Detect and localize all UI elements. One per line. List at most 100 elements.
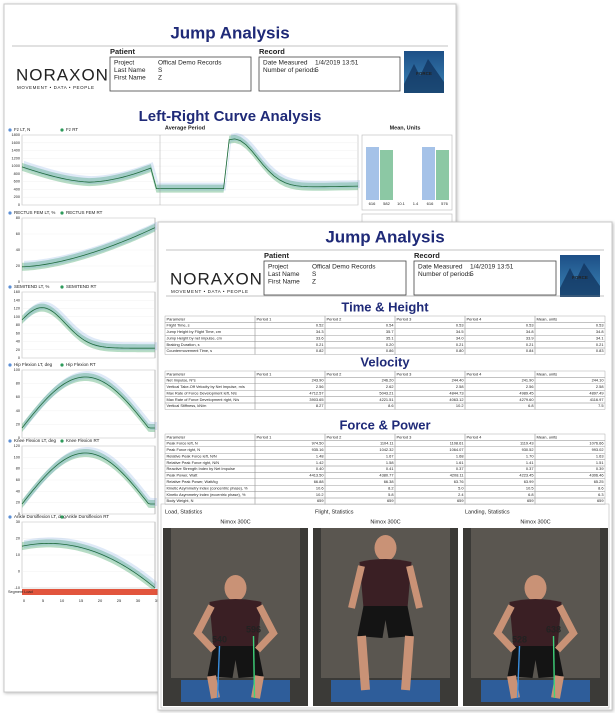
table-header: Period 4 (467, 371, 483, 376)
table-value: 1.51 (596, 460, 604, 465)
table-label: Max Rate of Force Development left, N/s (167, 390, 237, 395)
field-label: Date Measured (263, 60, 308, 67)
y-tick-label: 160 (14, 290, 20, 294)
table-value: 244.40 (452, 378, 465, 383)
table-value: 10.2 (316, 492, 324, 497)
curve-band (22, 449, 155, 508)
page-title: Jump Analysis (325, 227, 444, 246)
legend-swatch (60, 285, 64, 289)
y-tick-label: 40 (16, 489, 20, 493)
table-label: Jump Height by net impulse, cm (167, 335, 222, 340)
table-value: 8.6 (598, 485, 603, 490)
table-label: Braking Duration, s (167, 342, 200, 347)
legs (507, 675, 564, 699)
logo-tagline: MOVEMENT • DATA • PEOPLE (171, 289, 249, 294)
y-tick-label: 1400 (12, 149, 20, 153)
y-tick-label: 0 (18, 356, 20, 360)
record-heading: Record (414, 251, 440, 260)
curve-band (24, 371, 157, 430)
table-header: Period 1 (257, 371, 273, 376)
y-tick-label: 140 (14, 298, 20, 302)
table-value: 5.0 (458, 485, 464, 490)
table-value: 2.56 (526, 384, 534, 389)
y-tick-label: 0 (18, 512, 20, 516)
mean-bar (366, 147, 379, 200)
table-header: Period 1 (257, 316, 273, 321)
table-value: 241.90 (522, 378, 535, 383)
y-tick-label: 200 (14, 195, 20, 199)
photo-label: Landing, Statistics (465, 509, 510, 515)
mean-bar (380, 150, 393, 200)
table-label: Body Weight, N (167, 498, 194, 503)
floor-mat (181, 680, 290, 702)
table-value: 4380.77 (379, 473, 393, 478)
x-tick-label: 35 (155, 598, 160, 603)
plot-area (21, 369, 156, 439)
table-value: 0.53 (596, 323, 604, 328)
y-tick-label: 40 (16, 340, 20, 344)
y-tick-label: 0 (18, 280, 20, 284)
table-value: 8.27 (316, 403, 324, 408)
table-header: Period 3 (397, 371, 413, 376)
table-value: 659 (317, 498, 324, 503)
legend-swatch (8, 363, 12, 367)
legend-entry: Hip Flexion LT, deg (14, 362, 53, 367)
table-label: Relative Peak Power, Watt/kg (167, 479, 218, 484)
table-value: 0.21 (316, 342, 324, 347)
table-header: Parameter (167, 434, 186, 439)
curve-band (24, 447, 157, 506)
y-tick-label: 1800 (12, 133, 20, 137)
curve-band (24, 301, 157, 351)
table-value: 974.50 (312, 441, 325, 446)
table-value: 1076.66 (589, 441, 603, 446)
table-label: Flight Time, s (167, 323, 190, 328)
table-value: 659 (457, 498, 464, 503)
table-value: 1.68 (456, 453, 464, 458)
y-tick-label: 1200 (12, 156, 20, 160)
force-marker: 638 (546, 624, 561, 634)
y-tick-label: 30 (16, 520, 20, 524)
table-cell (534, 347, 606, 355)
head (224, 575, 247, 601)
table-value: 0.21 (596, 342, 604, 347)
legend-swatch (60, 128, 64, 132)
section-title: Left-Right Curve Analysis (139, 108, 322, 125)
logo: NORAXON (170, 269, 263, 288)
section-title: Time & Height (341, 299, 429, 314)
legend-swatch (60, 211, 64, 215)
table-value: 2.56 (316, 384, 324, 389)
table-value: 63.76 (454, 479, 464, 484)
y-tick-label: 400 (14, 187, 20, 191)
curve-line (21, 452, 155, 505)
y-tick-label: 20 (16, 501, 20, 505)
table-value: 1104.11 (380, 441, 394, 446)
y-tick-label: 10 (16, 553, 20, 557)
force-vector (516, 645, 521, 699)
table-value: 1119.43 (520, 441, 534, 446)
patient-box (263, 260, 407, 296)
legend-entry: Fz LT, N (14, 127, 30, 132)
table-value: 2.58 (456, 384, 464, 389)
y-tick-label: 0 (18, 203, 20, 207)
y-tick-label: 20 (16, 422, 20, 426)
head (524, 575, 547, 601)
y-tick-label: 120 (14, 307, 20, 311)
legend-swatch (60, 515, 64, 519)
table-value: 1.58 (386, 460, 394, 465)
table-value: 34.5 (456, 329, 464, 334)
column-heading: Average Period (165, 125, 205, 131)
y-tick-label: 0 (18, 570, 20, 574)
table-value: 10.2 (456, 403, 464, 408)
curve-line (21, 138, 359, 189)
table-value: 10.6 (316, 485, 324, 490)
table-value: 659 (387, 498, 394, 503)
y-tick-label: 120 (14, 444, 20, 448)
table-value: 34.0 (456, 335, 464, 340)
badge-label: FORCE (416, 71, 432, 76)
bar-label: 576 (441, 201, 448, 206)
table-value: 6.8 (528, 403, 533, 408)
field-value: 5 (315, 67, 319, 74)
photo-label: Load, Statistics (165, 509, 203, 515)
legend-entry: SEMITEND LT, % (14, 284, 49, 289)
